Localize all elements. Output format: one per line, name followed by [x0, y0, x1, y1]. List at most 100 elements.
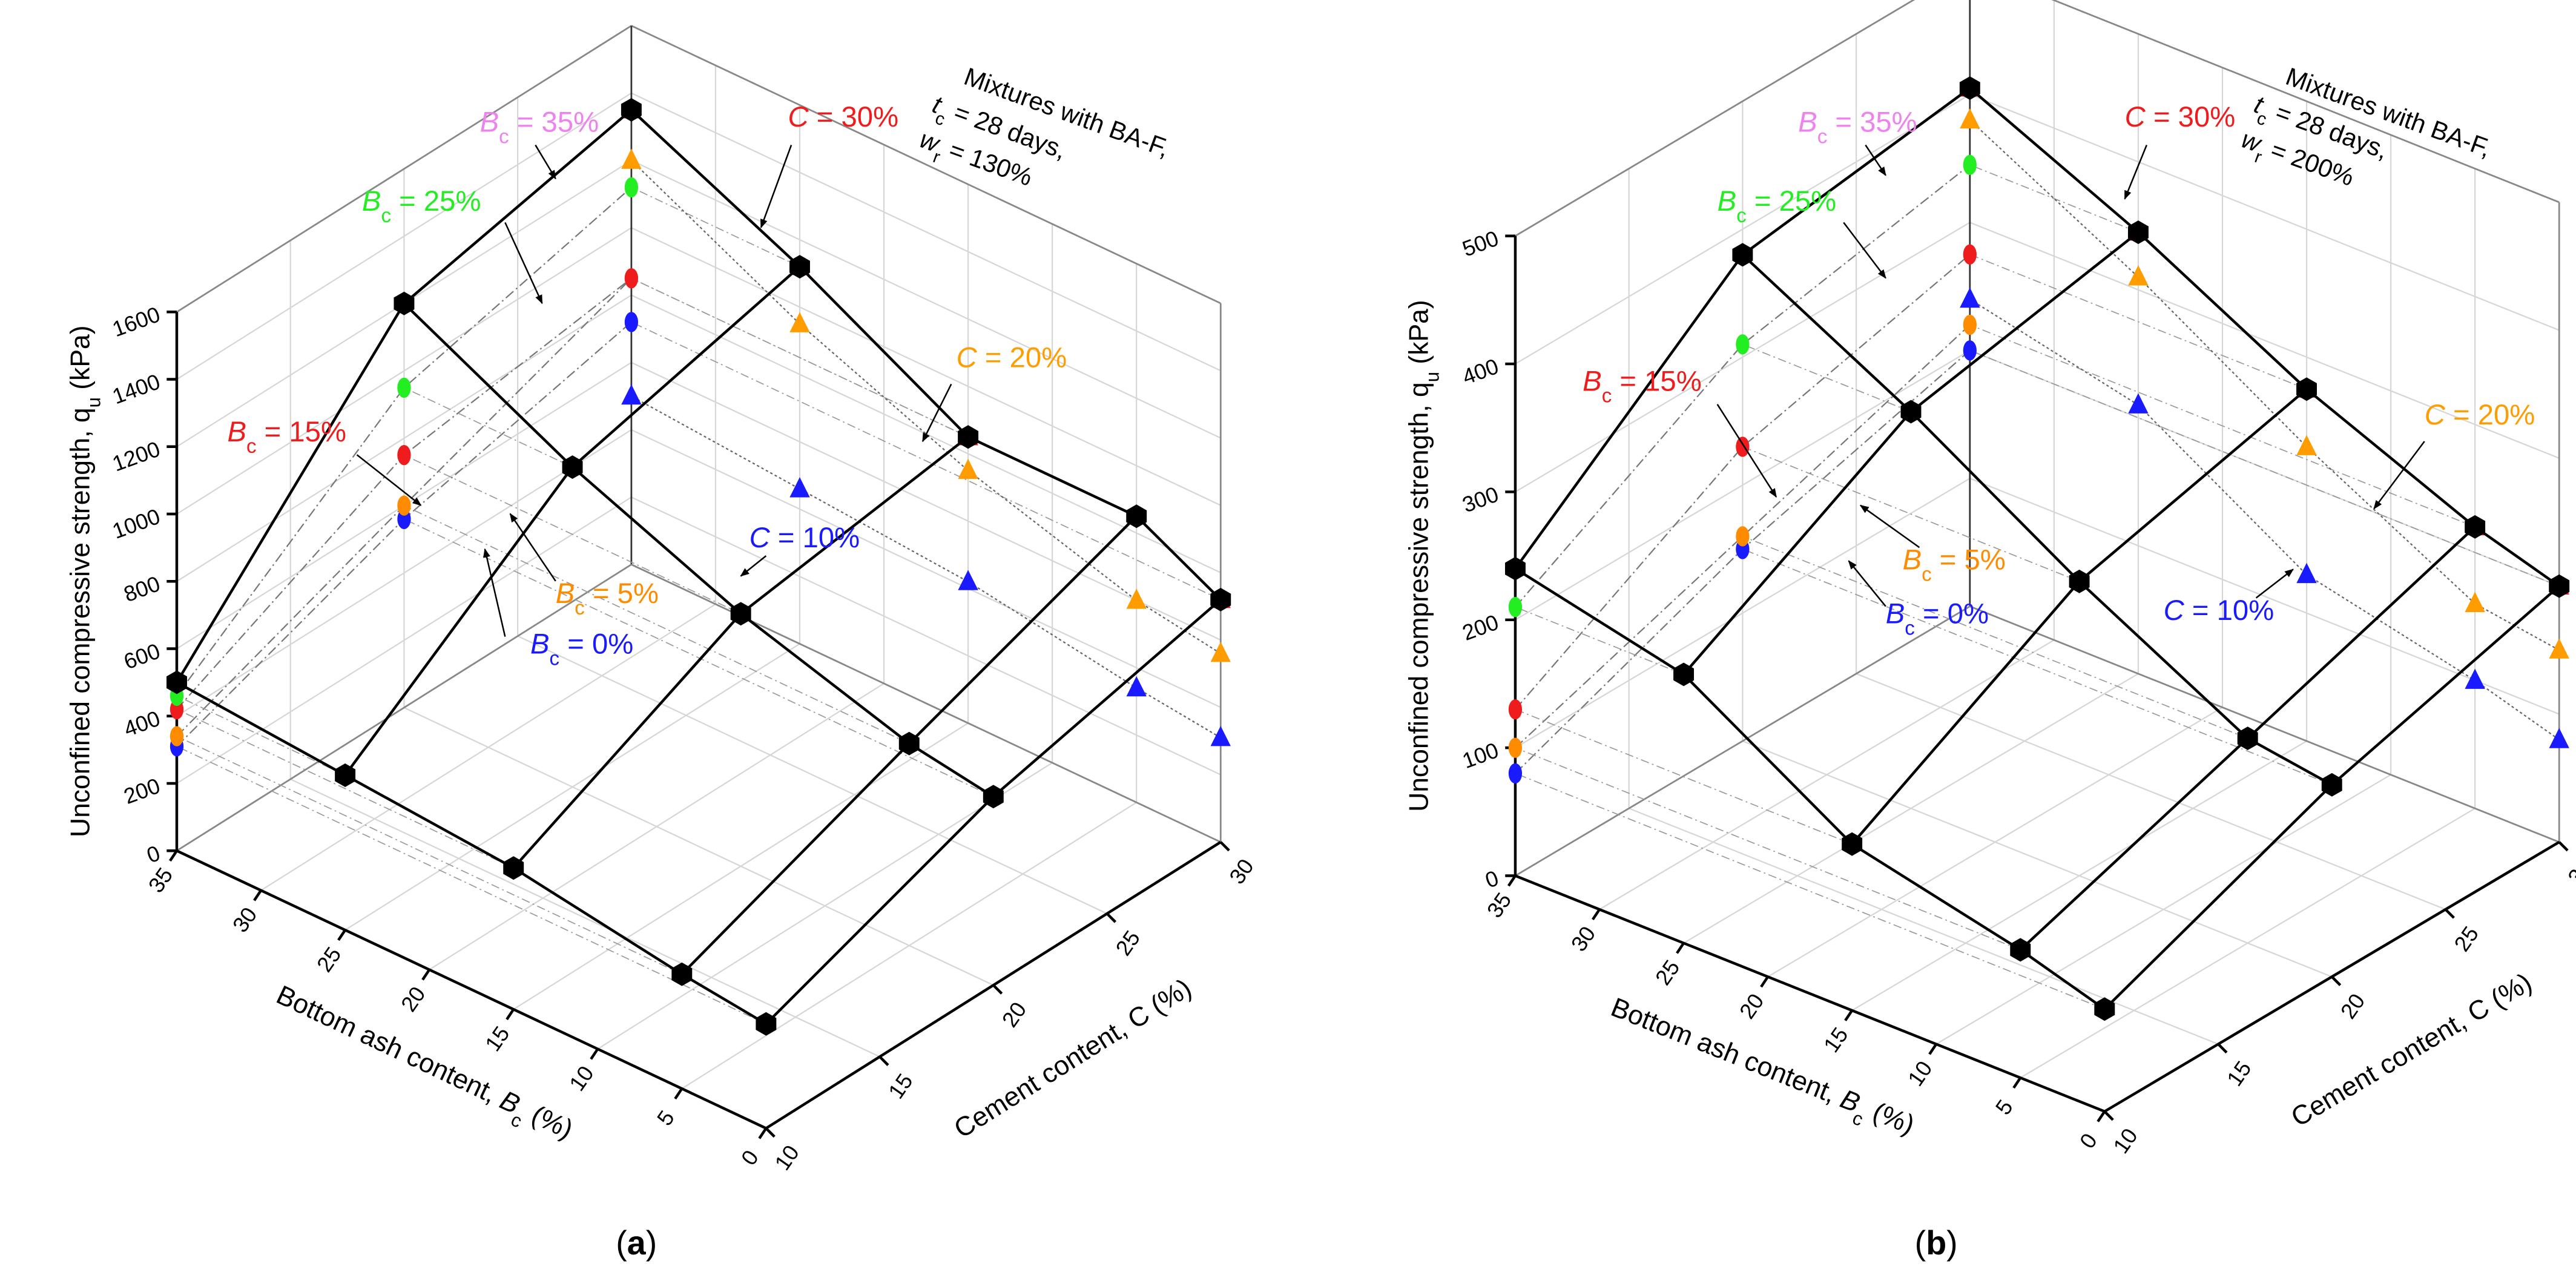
label-bc-0-part: B [530, 628, 550, 660]
mesh-line-c-20 [403, 302, 995, 798]
label-c-20: C = 20% [2425, 399, 2535, 431]
x-tick [1507, 875, 1517, 887]
projection-connector [631, 186, 800, 268]
z-tick-label: 400 [1459, 354, 1502, 389]
wall-point-bc-5 [397, 495, 411, 516]
gridline-floor [597, 762, 1053, 1050]
projection-connector [1742, 344, 1911, 412]
x-axis-title-part: (%) [1862, 1094, 1919, 1140]
projection-connector [1742, 446, 2080, 582]
gridline-floor [517, 635, 1108, 915]
z-tick-label: 800 [120, 571, 163, 607]
z-axis-title-part: Unconfined compressive strength, q [1404, 382, 1434, 812]
wall-point-c-20 [1960, 108, 1980, 129]
caption-paren: ( [1915, 1224, 1926, 1262]
y-tick-label: 15 [883, 1069, 918, 1103]
y-tick-label: 25 [2449, 921, 2483, 955]
label-c-30-part: = 30% [809, 101, 898, 133]
wall-point-bc-15 [1736, 437, 1750, 457]
label-c-30: C = 30% [788, 101, 899, 133]
data-point [1673, 662, 1695, 687]
label-c-10-part: = 10% [770, 522, 860, 554]
z-tick-label: 400 [120, 706, 163, 742]
y-axis-title-part: Cement content, C (%) [2286, 967, 2537, 1133]
projection-connector [176, 708, 514, 869]
panel-a: 0 200 400 600 800 1000 1200 1400 1600 0 5 10 15 20 25 3… [65, 25, 1259, 1262]
data-point [2010, 938, 2031, 962]
data-point [2127, 220, 2149, 245]
y-tick [992, 984, 1003, 995]
x-tick [506, 1008, 515, 1021]
gridline-floor [1742, 740, 2333, 978]
label-bc-25-part: = 25% [391, 185, 481, 217]
x-tick [590, 1048, 599, 1060]
y-tick [1105, 912, 1117, 923]
label-bc-25: Bc = 25% [362, 185, 481, 227]
label-c-20-part: = 20% [977, 342, 1067, 374]
y-axis-title: Cement content, C (%) [949, 973, 1197, 1144]
projection-connector [404, 518, 994, 797]
wall-point-bc-15 [397, 444, 411, 466]
gridline-floor [513, 722, 969, 1010]
label-c-10: C = 10% [2164, 595, 2275, 627]
x-tick-label: 0 [736, 1145, 763, 1170]
wall-point-bc-0 [1963, 340, 1977, 361]
wall-point-bc-5 [170, 726, 184, 746]
wall-point-bc-5 [1963, 314, 1977, 335]
gridline-floor [681, 802, 1137, 1090]
y-tick-label: 30 [1224, 854, 1259, 888]
y-tick [2217, 1043, 2228, 1054]
x-tick-label: 35 [143, 863, 178, 897]
label-bc-5-part: c [575, 596, 585, 619]
wall-point-c-20 [2549, 638, 2569, 659]
label-bc-5-part: = 5% [1932, 544, 2006, 576]
conditions-note: Mixtures with BA-F,tc = 28 days,wr = 200… [2238, 62, 2495, 191]
wall-point-c-10 [1210, 726, 1231, 746]
z-tick-label: 200 [120, 773, 163, 809]
mesh-line-bc-0 [2103, 585, 2560, 1010]
label-c-30-part: C [788, 101, 809, 133]
x-tick [1844, 1009, 1854, 1021]
wall-point-c-20 [958, 458, 978, 479]
projection-connector [631, 277, 969, 438]
gridline-back-wall [1969, 222, 2560, 459]
gridline-floor [260, 603, 716, 891]
label-bc-35: Bc = 35% [480, 106, 599, 148]
y-tick [765, 1127, 776, 1138]
label-bc-5: Bc = 5% [556, 578, 659, 619]
gridline-floor [1629, 808, 2219, 1045]
mesh-line-c-30 [630, 108, 1222, 601]
y-tick-label: 15 [2222, 1056, 2256, 1090]
annotation-arrow [740, 555, 767, 577]
annotation-arrow [504, 222, 543, 305]
label-bc-25-part: c [381, 205, 391, 227]
label-bc-35-part: c [499, 125, 509, 148]
x-tick [169, 849, 178, 862]
wall-point-bc-0 [624, 312, 639, 332]
annotation-arrow [356, 454, 422, 506]
x-tick [421, 969, 431, 981]
label-c-20-part: C [957, 342, 978, 374]
data-point [983, 785, 1004, 809]
x-tick [2012, 1077, 2022, 1089]
x-axis [1515, 874, 2106, 1113]
label-c-20-part: C [2425, 399, 2446, 431]
gridline-back-wall [631, 159, 1221, 439]
projection-connector [176, 736, 682, 975]
z-axis-title-part: u [83, 397, 104, 407]
projection-connector [1742, 536, 2248, 739]
wall-point-bc-25 [397, 377, 411, 398]
gridline-back-wall [631, 496, 1221, 776]
wall-point-bc-25 [624, 177, 639, 198]
box-edge [176, 564, 632, 852]
x-tick [253, 889, 262, 901]
label-bc-0-part: = 0% [1915, 598, 1989, 630]
x-tick-label: 0 [2075, 1128, 2102, 1153]
conditions-note: Mixtures with BA-F,tc = 28 days,wr = 130… [916, 62, 1173, 191]
y-tick [2558, 841, 2569, 852]
label-bc-15-part: B [1583, 366, 1602, 398]
wall-point-c-10 [2296, 562, 2317, 584]
z-tick-label: 1400 [109, 369, 163, 409]
label-c-10: C = 10% [749, 522, 860, 554]
label-bc-15-part: c [246, 435, 257, 458]
